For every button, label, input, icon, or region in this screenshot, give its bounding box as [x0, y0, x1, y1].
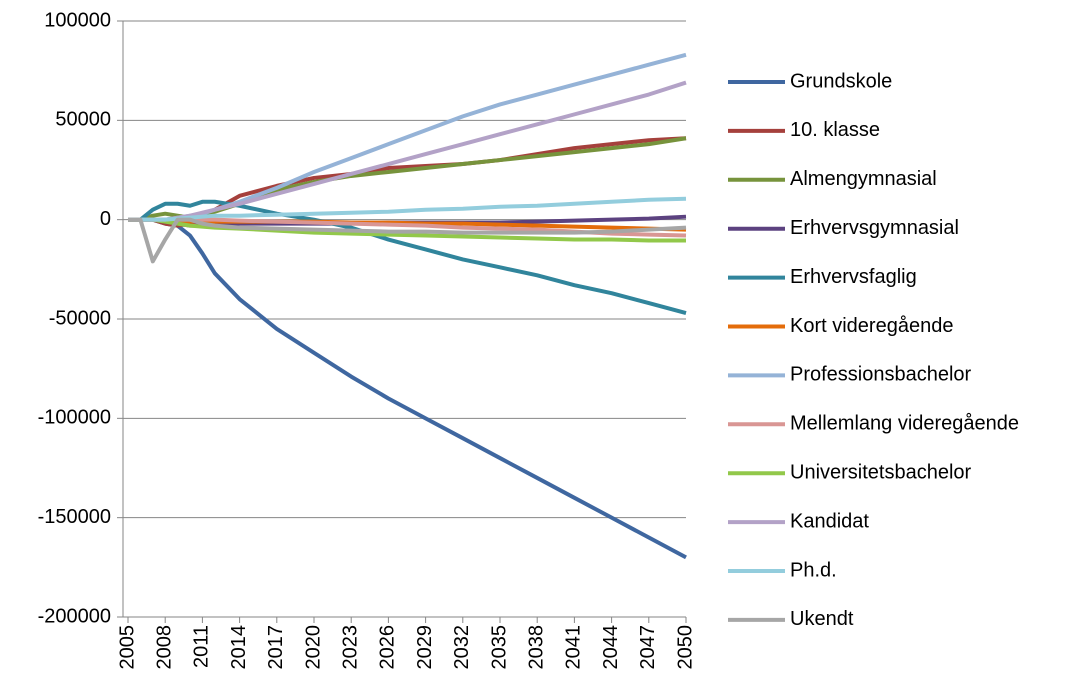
y-tick-label: -50000: [49, 307, 111, 329]
legend-label: Almengymnasial: [790, 168, 937, 190]
x-tick-label: 2044: [600, 625, 622, 670]
x-tick-label: 2011: [191, 625, 213, 668]
x-tick-label: 2017: [265, 625, 287, 670]
x-tick-label: 2023: [339, 625, 361, 670]
legend-label: Mellemlang videregående: [790, 413, 1019, 435]
legend-label: Professionsbachelor: [790, 364, 972, 386]
legend-label: Universitetsbachelor: [790, 461, 972, 483]
y-tick-label: 0: [100, 208, 111, 230]
x-tick-label: 2014: [228, 625, 250, 670]
legend-label: Kort videregående: [790, 315, 953, 337]
legend-label: Erhvervsfaglig: [790, 266, 917, 288]
y-tick-label: -150000: [38, 506, 111, 528]
legend-label: Erhvervsgymnasial: [790, 217, 959, 239]
x-tick-label: 2041: [563, 625, 585, 670]
x-tick-label: 2026: [377, 625, 399, 670]
legend-label: Ph.d.: [790, 559, 837, 581]
series-line: [128, 217, 687, 560]
series-line: [128, 217, 686, 243]
y-tick-label: 100000: [44, 9, 111, 31]
x-tick-label: 2008: [153, 625, 175, 670]
series-line: [128, 52, 687, 222]
x-tick-label: 2047: [637, 625, 659, 670]
legend-label: Kandidat: [790, 510, 869, 532]
y-tick-label: -200000: [38, 605, 111, 627]
x-tick-label: 2032: [451, 625, 473, 670]
series-line: [128, 217, 687, 264]
x-tick-label: 2029: [414, 625, 436, 670]
x-tick-label: 2038: [525, 625, 547, 670]
series-line: [128, 196, 687, 222]
x-tick-label: 2020: [302, 625, 324, 670]
legend-label: Grundskole: [790, 70, 892, 92]
y-tick-label: 50000: [55, 109, 111, 131]
x-tick-label: 2050: [674, 625, 696, 670]
legend-label: Ukendt: [790, 608, 854, 630]
series-line: [128, 136, 687, 222]
y-tick-label: -100000: [38, 407, 111, 429]
x-tick-label: 2035: [488, 625, 510, 670]
x-tick-label: 2005: [116, 625, 138, 670]
legend-label: 10. klasse: [790, 119, 880, 141]
